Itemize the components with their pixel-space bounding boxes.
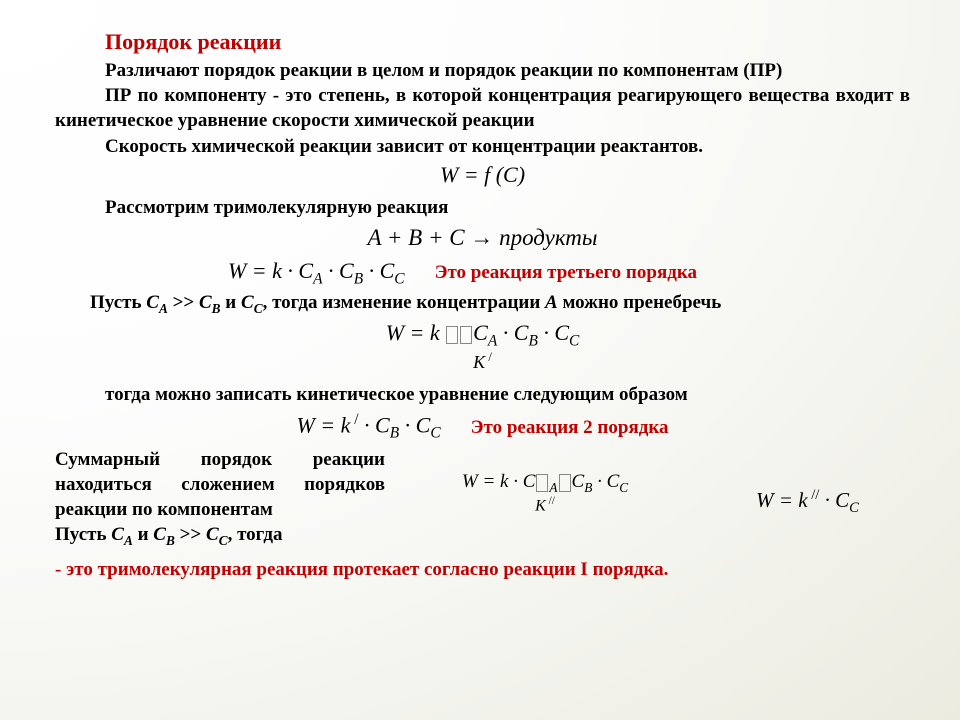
formula-reaction: A + B + C → продукты [55,223,910,253]
para-5: Пусть CA >> CB и CC, тогда изменение кон… [55,291,910,317]
p5c: и [221,292,241,313]
f5-lhs: W = k [296,413,350,438]
note-third-order: Это реакция третьего порядка [435,261,697,286]
formula-w-boxed-2: W = k · CACB · CC [415,470,675,496]
para-2: ПР по компоненту - это степень, в которо… [55,84,910,133]
para-3: Скорость химической реакции зависит от к… [55,135,910,160]
klabel1: K [473,352,485,372]
placeholder-box [446,326,458,344]
p5d: тогда изменение концентрации [267,292,545,313]
formula-w-kcacbcc: W = k · CA · CB · CC [228,257,405,289]
para-6: тогда можно записать кинетическое уравне… [55,383,910,408]
p5b: >> [168,292,199,313]
p8c: >> [175,524,206,545]
placeholder-box [460,326,472,344]
para-1-text: Различают порядок реакции в целом и поря… [105,60,782,81]
placeholder-box [559,474,571,492]
p8d: , тогда [228,524,283,545]
p5e: можно пренебречь [558,292,722,313]
formula-w-kprime: W = k / · CB · CC [296,410,440,444]
para-7: Суммарный порядок реакции находиться сло… [55,448,385,522]
p8b: и [133,524,153,545]
para-8: Пусть CA и CB >> CC, тогда [55,523,385,549]
placeholder-box [536,474,548,492]
slide-content: Порядок реакции Различают порядок реакци… [0,0,960,593]
footer-note: - это тримолекулярная реакция протекает … [55,558,910,583]
p8a: Пусть [55,524,111,545]
p5a: Пусть [90,292,146,313]
bottom-row: Суммарный порядок реакции находиться сло… [55,446,910,550]
f3-lhs: W = k · C [228,258,313,283]
k-prime-label-2: K // [415,494,675,517]
f7: W = k [756,488,808,512]
k-prime-label-1: K / [55,349,910,374]
slide-title: Порядок реакции [105,28,910,57]
para-4: Рассмотрим тримолекулярную реакция [55,196,910,221]
note-second-order: Это реакция 2 порядка [471,416,669,441]
para-1: Различают порядок реакции в целом и поря… [55,59,910,84]
formula-w-boxed-1: W = k CA · CB · CC [55,319,910,351]
formula-wfc: W = f (C) [55,161,910,190]
formula-w-kdbl: W = k // · CC [705,486,910,518]
